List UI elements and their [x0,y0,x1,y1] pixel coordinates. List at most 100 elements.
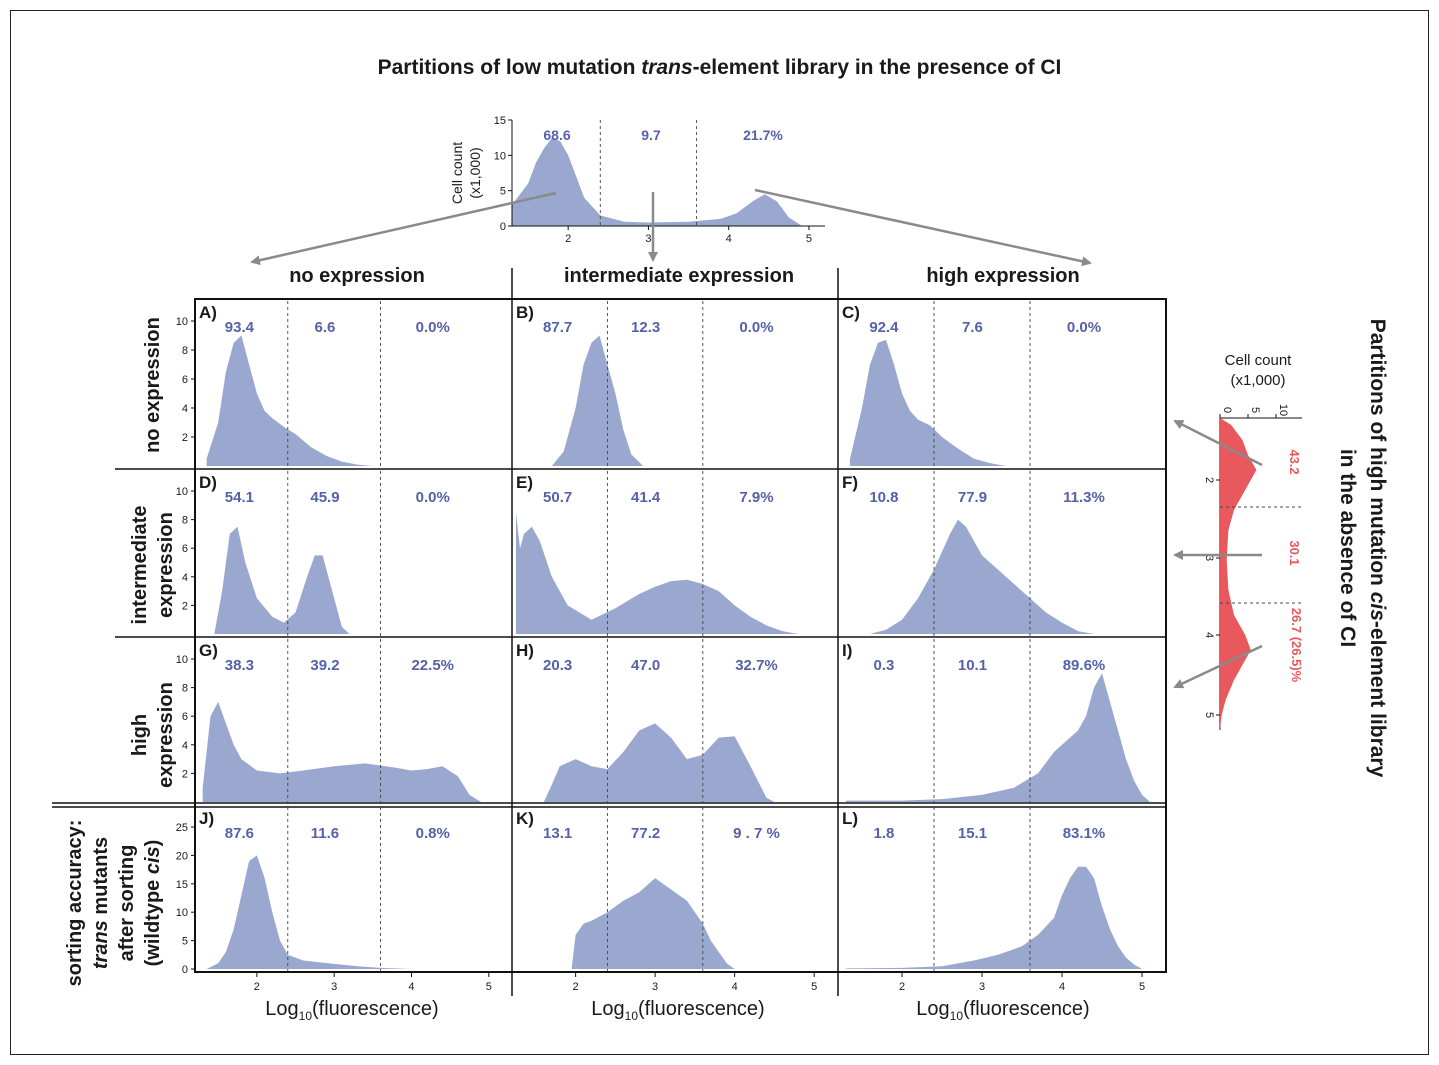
partition-percent-H: 47.0 [631,657,660,674]
figure-frame [10,10,1429,1055]
x-axis-label-col3: Log10(fluorescence) [843,998,1163,1023]
xlabel-part: (fluorescence) [963,998,1090,1020]
top-x-tick-label: 5 [806,233,812,245]
y-tick-label: 4 [182,572,188,584]
y-tick-label: 6 [182,711,188,723]
y-tick-label: 4 [182,740,188,752]
panel-label-C: C) [842,303,860,322]
x-tick-label: 5 [1139,981,1145,993]
grid-outer-box [194,298,1167,973]
partition-percent-E: 50.7 [543,489,572,506]
x-tick-label: 5 [486,981,492,993]
panel-label-E: E) [516,473,533,492]
partition-percent-I: 10.1 [958,657,987,674]
partition-percent-J: 0.8% [416,825,450,842]
right-label-line: Cell count [1224,352,1292,369]
partition-percent-K: 9 . 7 % [733,825,780,842]
histogram-area-I [846,673,1150,802]
y-tick-label: 15 [176,879,188,891]
partition-percent-G: 39.2 [310,657,339,674]
y-tick-label: 10 [176,316,188,328]
col-header-no-expression: no expression [289,265,425,287]
x-tick-label: 2 [573,981,579,993]
histogram-area-F [870,519,1094,634]
partition-percent-K: 77.2 [631,825,660,842]
top-y-tick-label: 5 [500,186,506,198]
right-histogram-area [1220,418,1257,730]
x-tick-label: 4 [1059,981,1065,993]
y-tick-label: 6 [182,543,188,555]
x-tick-label: 3 [331,981,337,993]
right-partition-percent: 30.1 [1287,540,1302,565]
title-italic: trans [641,56,693,79]
y-tick-label: 8 [182,515,188,527]
top-y-tick-label: 0 [500,221,506,233]
panel-label-L: L) [842,809,858,828]
partition-percent-C: 7.6 [962,319,983,336]
partition-percent-I: 89.6% [1063,657,1106,674]
top-partition-percent: 21.7% [743,127,783,143]
panel-label-D: D) [199,473,217,492]
x-tick-label: 2 [254,981,260,993]
y-tick-label: 10 [176,486,188,498]
col-header-high-expression: high expression [926,265,1080,287]
partition-arrow [1173,419,1263,467]
xlabel-sub: 10 [949,1009,963,1023]
partition-percent-C: 92.4 [869,319,899,336]
y-tick-label: 10 [176,907,188,919]
x-tick-label: 4 [408,981,414,993]
y-tick-label: 6 [182,374,188,386]
y-tick-label: 0 [182,964,188,976]
right-cell-count-label: Cell count (x1,000) [1208,351,1308,391]
partition-percent-L: 15.1 [958,825,987,842]
partition-arrow [1173,644,1263,689]
histogram-area-E [516,512,799,634]
top-x-tick-label: 4 [726,233,732,245]
right-label-line: (x1,000) [1230,372,1286,389]
partition-percent-G: 38.3 [225,657,254,674]
x-axis-label-col2: Log10(fluorescence) [518,998,838,1023]
histogram-area-B [551,335,644,466]
top-y-label: Cell count [449,142,465,204]
partition-percent-E: 7.9% [739,489,773,506]
xlabel-part: (fluorescence) [638,998,765,1020]
right-log-tick-label: 2 [1203,477,1215,483]
x-tick-label: 4 [732,981,738,993]
partition-percent-A: 0.0% [416,319,450,336]
top-histogram-area [512,137,801,226]
y-tick-label: 10 [176,654,188,666]
panel-label-H: H) [516,641,534,660]
y-tick-label: 2 [182,432,188,444]
top-y-label: (x1,000) [467,147,483,198]
histogram-area-H [543,723,775,802]
y-tick-label: 20 [176,850,188,862]
histogram-area-A [206,335,373,466]
right-count-tick-label: 10 [1277,404,1289,416]
y-tick-label: 2 [182,600,188,612]
xlabel-sub: 10 [298,1009,312,1023]
y-tick-label: 5 [182,936,188,948]
partition-percent-L: 1.8 [873,825,894,842]
histogram-area-J [206,855,412,969]
x-tick-label: 2 [899,981,905,993]
histogram-area-L [846,866,1142,969]
x-tick-label: 5 [811,981,817,993]
x-tick-label: 3 [652,981,658,993]
panel-label-F: F) [842,473,858,492]
right-count-tick-label: 0 [1221,407,1233,413]
xlabel-part: Log [265,998,299,1020]
panel-label-I: I) [842,641,852,660]
right-log-tick-label: 4 [1203,632,1215,638]
partition-percent-I: 0.3 [873,657,894,674]
histogram-area-K [571,878,735,969]
xlabel-part: Log [916,998,950,1020]
partition-arrow [754,188,1092,267]
panel-label-K: K) [516,809,534,828]
partition-percent-H: 20.3 [543,657,572,674]
partition-percent-D: 54.1 [225,489,254,506]
top-y-tick-label: 15 [494,115,506,127]
partition-percent-B: 87.7 [543,319,572,336]
title-part: -element library in the presence of CI [692,56,1062,79]
panel-label-A: A) [199,303,217,322]
